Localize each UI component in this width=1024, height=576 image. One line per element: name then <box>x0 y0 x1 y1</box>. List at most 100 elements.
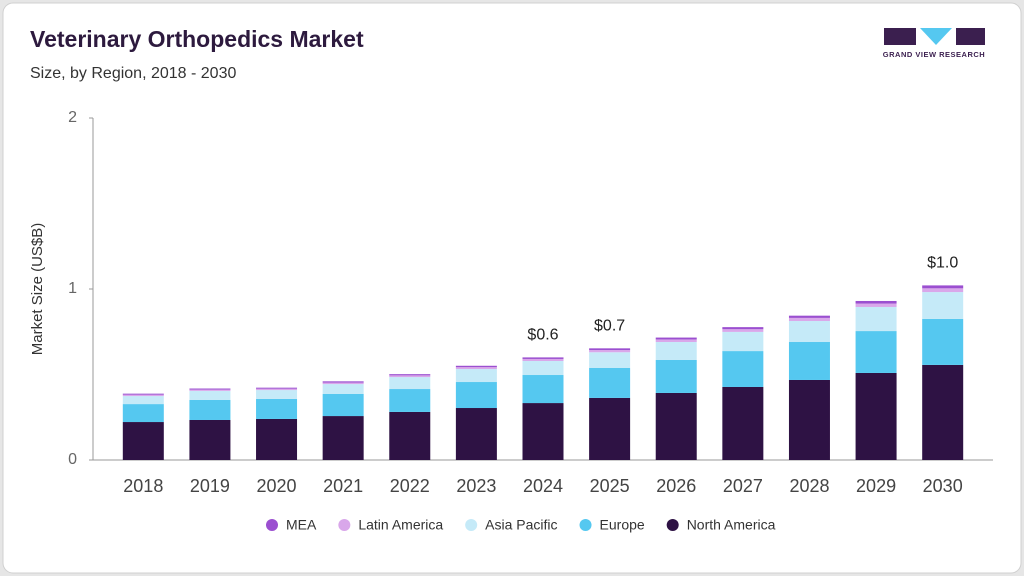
bar-segment <box>389 377 431 390</box>
bar-segment <box>389 389 431 412</box>
bar-segment <box>455 367 497 370</box>
legend-label: MEA <box>286 517 317 533</box>
x-tick-label: 2030 <box>923 476 963 496</box>
x-tick-label: 2028 <box>789 476 829 496</box>
bar-segment <box>922 364 964 460</box>
x-tick-label: 2018 <box>123 476 163 496</box>
legend-swatch <box>266 519 278 531</box>
bar-segment <box>655 359 697 393</box>
bar-segment <box>256 387 298 389</box>
y-tick-label: 1 <box>68 280 77 297</box>
x-tick-label: 2020 <box>257 476 297 496</box>
bar-segment <box>922 292 964 319</box>
bar-segment <box>589 352 631 369</box>
bar-segment <box>122 394 164 397</box>
logo-block <box>956 28 985 45</box>
bar-segment <box>788 379 830 460</box>
bar-segment <box>855 300 897 304</box>
logo-block <box>884 28 916 45</box>
y-tick-label: 2 <box>68 109 77 126</box>
bar-segment <box>455 369 497 383</box>
x-tick-label: 2019 <box>190 476 230 496</box>
legend-swatch <box>666 519 679 531</box>
bar-segment <box>855 331 897 373</box>
bar-segment <box>589 368 631 398</box>
bar-segment <box>655 337 697 340</box>
x-tick-label: 2024 <box>523 476 563 496</box>
x-tick-label: 2027 <box>723 476 763 496</box>
total-label: $1.0 <box>927 255 958 272</box>
total-label: $0.6 <box>527 327 558 344</box>
legend-label: North America <box>687 517 776 533</box>
bar-segment <box>589 397 631 460</box>
x-tick-label: 2021 <box>323 476 363 496</box>
bar-segment <box>722 331 764 352</box>
bar-segment <box>455 382 497 409</box>
bar-segment <box>189 388 231 390</box>
legend-swatch <box>579 519 592 531</box>
bar-segment <box>722 329 764 332</box>
bar-segment <box>189 419 231 460</box>
bar-segment <box>122 422 164 460</box>
bar-segment <box>455 408 497 460</box>
bar-segment <box>589 348 631 351</box>
bar-segment <box>855 303 897 307</box>
legend-label: Latin America <box>358 517 443 533</box>
legend-swatch <box>465 519 478 531</box>
bar-segment <box>122 396 164 405</box>
bar-segment <box>389 411 431 460</box>
bar-segment <box>522 403 564 460</box>
bar-segment <box>522 360 564 376</box>
bar-segment <box>389 375 431 378</box>
bar-segment <box>522 375 564 404</box>
bar-segment <box>322 384 364 394</box>
bar-segment <box>189 399 231 420</box>
bar-segment <box>722 386 764 460</box>
bar-segment <box>922 288 964 293</box>
bar-segment <box>855 306 897 332</box>
bar-segment <box>922 318 964 365</box>
x-tick-label: 2029 <box>856 476 896 496</box>
total-label: $0.7 <box>594 318 625 335</box>
bar-segment <box>788 342 830 380</box>
bar-segment <box>322 393 364 417</box>
bar-segment <box>788 317 830 321</box>
bar-segment <box>788 320 830 343</box>
bar-segment <box>589 350 631 353</box>
bar-segment <box>322 381 364 383</box>
logo: GRAND VIEW RESEARCH <box>883 28 985 59</box>
x-tick-label: 2022 <box>390 476 430 496</box>
bar-segment <box>455 365 497 368</box>
chart-title: Veterinary Orthopedics Market <box>30 26 364 52</box>
bar-segment <box>855 372 897 460</box>
logo-text: GRAND VIEW RESEARCH <box>883 50 985 59</box>
y-axis-label: Market Size (US$B) <box>29 223 46 356</box>
logo-block <box>920 28 952 45</box>
legend-swatch <box>338 519 351 531</box>
bar-segment <box>322 382 364 385</box>
legend-label: Asia Pacific <box>485 517 557 533</box>
bar-segment <box>655 342 697 360</box>
x-tick-label: 2023 <box>456 476 496 496</box>
x-tick-label: 2026 <box>656 476 696 496</box>
bar-segment <box>256 390 298 399</box>
bar-segment <box>522 358 564 361</box>
legend-label: Europe <box>600 517 645 533</box>
bar-segment <box>256 418 298 460</box>
y-tick-label: 0 <box>68 451 77 468</box>
bar-segment <box>256 388 298 391</box>
bar-segment <box>122 393 164 395</box>
bar-segment <box>256 398 298 419</box>
bar-segment <box>189 390 231 400</box>
bar-segment <box>788 315 830 318</box>
bar-segment <box>389 374 431 376</box>
bar-segment <box>922 285 964 289</box>
bar-segment <box>722 327 764 330</box>
bar-segment <box>122 404 164 423</box>
x-tick-label: 2025 <box>590 476 630 496</box>
bar-segment <box>655 339 697 343</box>
bar-segment <box>722 351 764 387</box>
chart-subtitle: Size, by Region, 2018 - 2030 <box>30 65 236 82</box>
bar-segment <box>522 357 564 359</box>
